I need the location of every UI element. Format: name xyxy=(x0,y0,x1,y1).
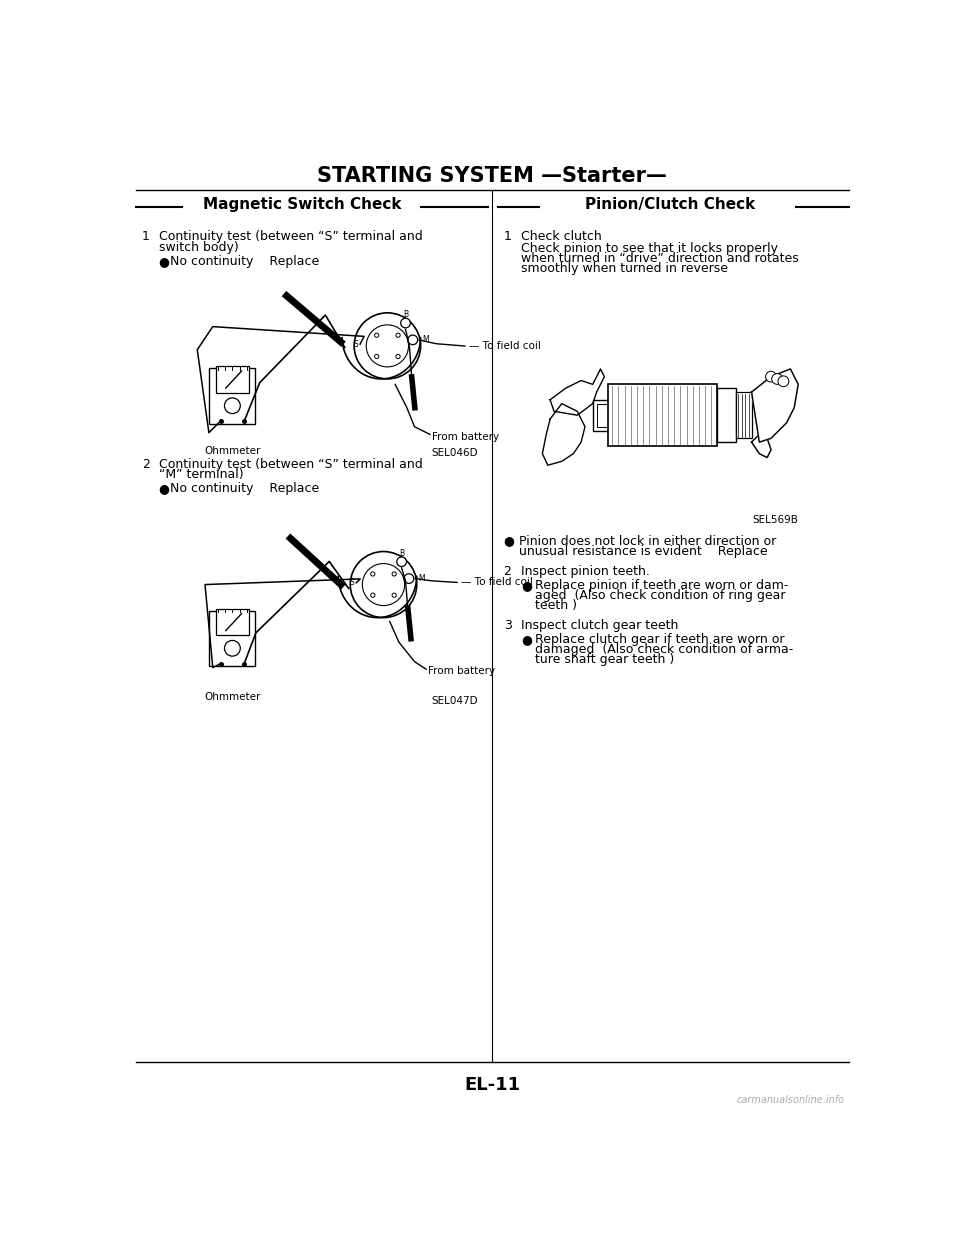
Circle shape xyxy=(400,318,410,328)
Text: 3: 3 xyxy=(504,619,512,632)
Text: B: B xyxy=(399,548,404,558)
Polygon shape xyxy=(752,369,798,442)
Text: M: M xyxy=(422,335,429,344)
Circle shape xyxy=(408,335,418,345)
Text: carmanualsonline.info: carmanualsonline.info xyxy=(736,1095,845,1105)
Bar xyxy=(596,404,612,426)
Text: ●: ● xyxy=(158,255,170,268)
Text: unusual resistance is evident    Replace: unusual resistance is evident Replace xyxy=(519,545,768,557)
Text: No continuity    Replace: No continuity Replace xyxy=(170,255,320,268)
Text: Magnetic Switch Check: Magnetic Switch Check xyxy=(203,197,401,213)
Text: Ohmmeter: Ohmmeter xyxy=(204,446,260,456)
Circle shape xyxy=(396,557,406,567)
Text: SEL569B: SEL569B xyxy=(753,516,798,526)
Text: ●: ● xyxy=(521,579,533,592)
Text: ●: ● xyxy=(504,535,515,547)
Text: S: S xyxy=(353,340,358,349)
Text: ●: ● xyxy=(158,482,170,495)
Text: Inspect pinion teeth.: Inspect pinion teeth. xyxy=(521,566,650,578)
Text: Continuity test (between “S” terminal and: Continuity test (between “S” terminal an… xyxy=(158,231,422,243)
Text: Inspect clutch gear teeth: Inspect clutch gear teeth xyxy=(521,619,679,632)
Circle shape xyxy=(392,572,396,576)
Circle shape xyxy=(225,397,240,414)
Circle shape xyxy=(404,573,414,583)
Circle shape xyxy=(371,593,375,597)
Text: teeth ): teeth ) xyxy=(535,599,577,612)
Text: Ohmmeter: Ohmmeter xyxy=(204,693,260,703)
Circle shape xyxy=(350,552,417,618)
Bar xyxy=(216,609,249,635)
Text: aged  (Also check condition of ring gear: aged (Also check condition of ring gear xyxy=(535,589,785,602)
Text: Pinion does not lock in either direction or: Pinion does not lock in either direction… xyxy=(519,535,777,547)
Text: B: B xyxy=(403,310,408,319)
Bar xyxy=(609,384,717,446)
Text: STARTING SYSTEM —Starter—: STARTING SYSTEM —Starter— xyxy=(317,167,667,187)
Text: ture shaft gear teeth ): ture shaft gear teeth ) xyxy=(535,653,674,667)
Polygon shape xyxy=(752,435,771,457)
Text: 2: 2 xyxy=(142,457,150,471)
Text: — To field coil: — To field coil xyxy=(468,341,540,351)
Text: when turned in “drive” direction and rotates: when turned in “drive” direction and rot… xyxy=(521,252,799,265)
Text: EL-11: EL-11 xyxy=(464,1077,520,1094)
Text: — To field coil: — To field coil xyxy=(461,577,533,587)
Bar xyxy=(216,366,249,392)
Bar xyxy=(209,368,255,424)
Text: 1: 1 xyxy=(504,231,512,243)
Bar xyxy=(736,392,752,439)
Circle shape xyxy=(225,640,240,657)
Circle shape xyxy=(366,325,409,366)
Circle shape xyxy=(396,354,400,359)
Circle shape xyxy=(362,563,405,606)
Text: Pinion/Clutch Check: Pinion/Clutch Check xyxy=(586,197,756,213)
Circle shape xyxy=(374,354,379,359)
Text: 2: 2 xyxy=(504,566,512,578)
Text: “M” terminal): “M” terminal) xyxy=(158,468,244,481)
Bar xyxy=(717,389,736,442)
Circle shape xyxy=(765,371,777,383)
Text: smoothly when turned in reverse: smoothly when turned in reverse xyxy=(521,262,729,275)
Text: damaged  (Also check condition of arma-: damaged (Also check condition of arma- xyxy=(535,643,793,657)
Text: SEL046D: SEL046D xyxy=(431,447,478,457)
Circle shape xyxy=(772,374,782,384)
Circle shape xyxy=(396,333,400,338)
Bar xyxy=(209,611,255,667)
Text: ●: ● xyxy=(521,633,533,647)
Text: From battery: From battery xyxy=(428,665,495,675)
Text: Check clutch: Check clutch xyxy=(521,231,602,243)
Circle shape xyxy=(374,333,379,338)
Text: Check pinion to see that it locks properly: Check pinion to see that it locks proper… xyxy=(521,242,779,255)
Text: Replace clutch gear if teeth are worn or: Replace clutch gear if teeth are worn or xyxy=(535,633,784,647)
Circle shape xyxy=(371,572,375,576)
Text: No continuity    Replace: No continuity Replace xyxy=(170,482,320,495)
Text: S: S xyxy=(349,578,354,587)
Text: 1: 1 xyxy=(142,231,150,243)
Text: M: M xyxy=(419,574,425,583)
Circle shape xyxy=(354,313,420,379)
Text: switch body): switch body) xyxy=(158,242,238,254)
Circle shape xyxy=(778,376,789,386)
Circle shape xyxy=(392,593,396,597)
Text: Replace pinion if teeth are worn or dam-: Replace pinion if teeth are worn or dam- xyxy=(535,579,788,592)
Text: SEL047D: SEL047D xyxy=(431,697,478,706)
Text: Continuity test (between “S” terminal and: Continuity test (between “S” terminal an… xyxy=(158,457,422,471)
Text: From battery: From battery xyxy=(432,431,499,442)
Bar xyxy=(592,400,616,431)
